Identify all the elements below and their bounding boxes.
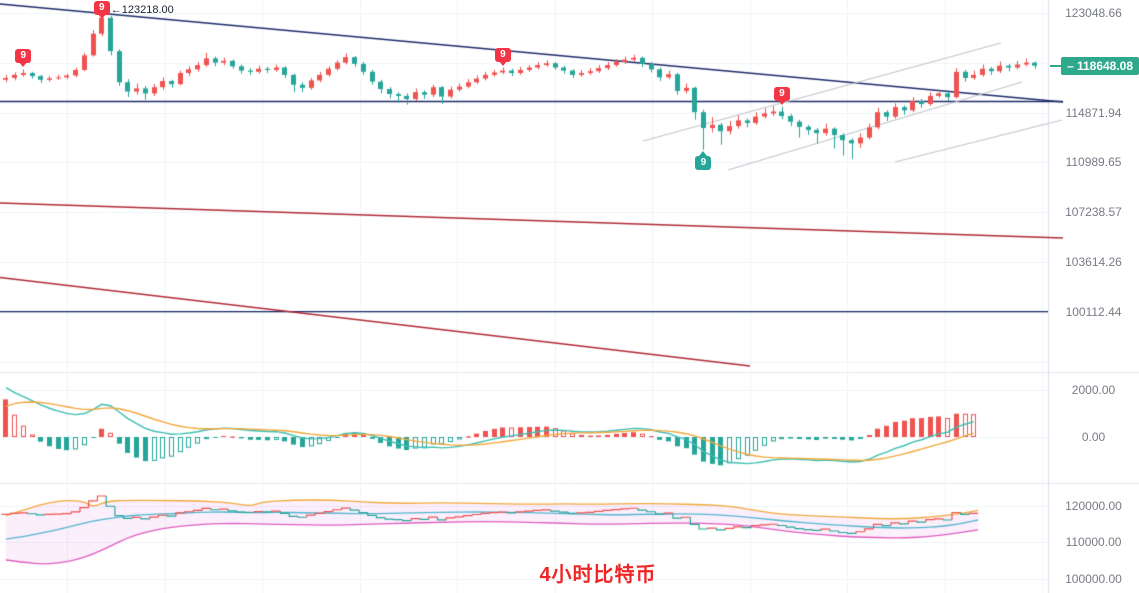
price-axis[interactable] — [1048, 0, 1139, 593]
